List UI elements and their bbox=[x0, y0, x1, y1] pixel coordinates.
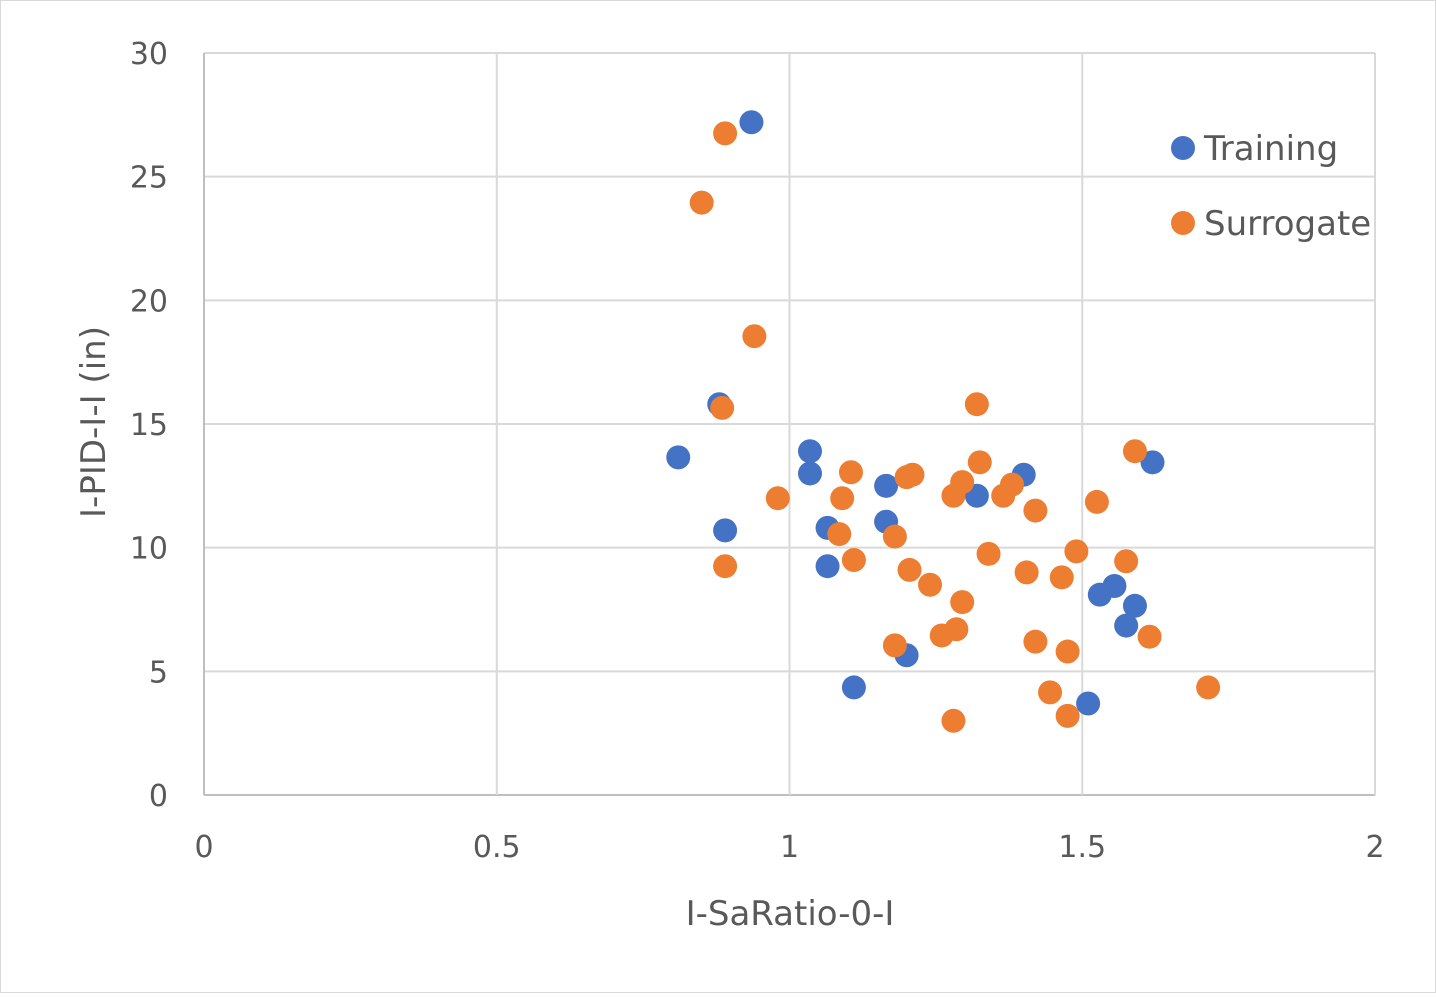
legend-marker-training bbox=[1171, 136, 1195, 160]
training-point bbox=[797, 461, 822, 486]
surrogate-point bbox=[838, 460, 863, 485]
training-point bbox=[874, 473, 899, 498]
training-point bbox=[815, 554, 840, 579]
training-point bbox=[666, 445, 691, 470]
legend: Training Surrogate bbox=[1171, 129, 1371, 244]
surrogate-point bbox=[900, 462, 925, 487]
y-axis-title: I-PID-I-I (in) bbox=[74, 326, 114, 518]
surrogate-point bbox=[941, 708, 966, 733]
training-point bbox=[1114, 613, 1139, 638]
surrogate-point bbox=[1055, 639, 1080, 664]
legend-label-surrogate: Surrogate bbox=[1204, 204, 1371, 244]
surrogate-point bbox=[742, 324, 767, 349]
training-point bbox=[841, 675, 866, 700]
surrogate-point bbox=[976, 541, 1001, 566]
surrogate-point bbox=[1049, 565, 1074, 590]
legend-label-training: Training bbox=[1203, 129, 1338, 169]
surrogate-point bbox=[918, 572, 943, 597]
surrogate-point bbox=[950, 590, 975, 615]
surrogate-point bbox=[1014, 560, 1039, 585]
surrogate-point bbox=[765, 486, 790, 511]
surrogate-point bbox=[1023, 629, 1048, 654]
surrogate-point bbox=[1023, 498, 1048, 523]
surrogate-point bbox=[1084, 489, 1109, 514]
training-point bbox=[1076, 691, 1101, 716]
x-tick-labels: 0 0.5 1 1.5 2 bbox=[194, 830, 1384, 865]
training-point bbox=[739, 110, 764, 135]
surrogate-point bbox=[827, 522, 852, 547]
surrogate-point bbox=[1122, 439, 1147, 464]
gridlines bbox=[203, 52, 1376, 796]
surrogate-point bbox=[944, 617, 969, 642]
x-tick-label: 1 bbox=[780, 830, 799, 865]
x-tick-label: 0.5 bbox=[473, 830, 521, 865]
surrogate-point bbox=[1038, 680, 1063, 705]
y-tick-label: 25 bbox=[130, 161, 168, 196]
data-points bbox=[666, 110, 1221, 733]
y-tick-labels: 0 5 10 15 20 25 30 bbox=[130, 37, 168, 814]
x-tick-label: 2 bbox=[1365, 830, 1384, 865]
y-tick-label: 0 bbox=[149, 779, 168, 814]
training-point bbox=[713, 518, 738, 543]
training-point bbox=[797, 439, 822, 464]
x-axis-title: I-SaRatio-0-I bbox=[686, 894, 895, 934]
surrogate-point bbox=[1055, 703, 1080, 728]
surrogate-point bbox=[841, 548, 866, 573]
surrogate-point bbox=[964, 392, 989, 417]
surrogate-point bbox=[1064, 539, 1089, 564]
surrogate-point bbox=[1114, 549, 1139, 574]
surrogate-point bbox=[830, 486, 855, 511]
y-tick-label: 15 bbox=[130, 408, 168, 443]
y-tick-label: 5 bbox=[149, 655, 168, 690]
surrogate-point bbox=[897, 557, 922, 582]
surrogate-point bbox=[689, 190, 714, 215]
y-tick-label: 30 bbox=[130, 37, 168, 72]
x-tick-label: 1.5 bbox=[1058, 830, 1106, 865]
surrogate-point bbox=[882, 633, 907, 658]
x-tick-label: 0 bbox=[194, 830, 213, 865]
surrogate-point bbox=[950, 470, 975, 495]
legend-marker-surrogate bbox=[1171, 211, 1195, 235]
surrogate-point bbox=[1196, 675, 1221, 700]
surrogate-point bbox=[999, 472, 1024, 497]
y-tick-label: 10 bbox=[130, 532, 168, 567]
training-point bbox=[1140, 450, 1165, 475]
surrogate-point bbox=[713, 554, 738, 579]
surrogate-point bbox=[713, 121, 738, 146]
training-point bbox=[1102, 574, 1127, 599]
training-point bbox=[1122, 593, 1147, 618]
y-tick-label: 20 bbox=[130, 284, 168, 319]
surrogate-point bbox=[967, 450, 992, 475]
surrogate-point bbox=[882, 524, 907, 549]
surrogate-point bbox=[1137, 624, 1162, 649]
surrogate-point bbox=[710, 395, 735, 420]
